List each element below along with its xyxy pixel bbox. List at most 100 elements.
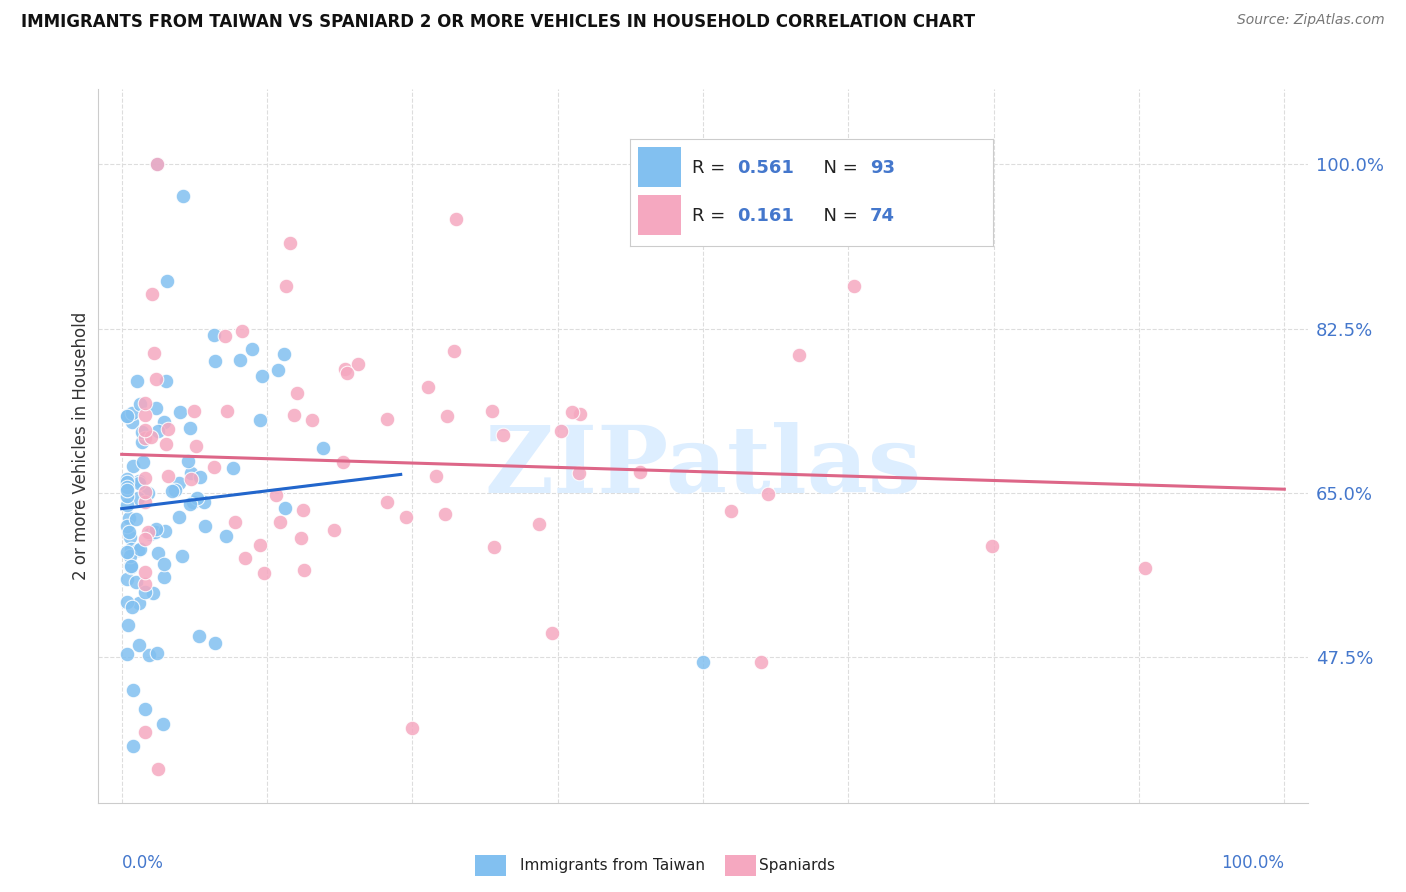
Point [139, 429, 162, 443]
Point [194, 519, 217, 533]
Point [120, 559, 142, 574]
Point [143, 524, 166, 539]
Point [181, 494, 204, 508]
Point [118, 530, 141, 544]
Point [145, 157, 167, 171]
Point [129, 397, 152, 411]
Point [117, 573, 139, 587]
Point [187, 629, 209, 643]
Point [117, 498, 139, 512]
Point [134, 471, 156, 485]
Point [401, 721, 423, 735]
Point [121, 600, 143, 615]
Point [117, 475, 139, 489]
Point [117, 595, 139, 609]
Point [134, 494, 156, 508]
Text: 0.561: 0.561 [738, 159, 794, 177]
Point [134, 565, 156, 579]
Point [117, 617, 139, 632]
Point [121, 459, 143, 474]
Point [165, 483, 187, 497]
Point [122, 739, 145, 754]
Point [283, 408, 305, 422]
Point [193, 495, 215, 509]
Point [250, 368, 273, 383]
Point [145, 372, 167, 386]
Point [222, 461, 245, 475]
Point [121, 415, 143, 429]
Text: R =: R = [692, 207, 737, 225]
FancyBboxPatch shape [638, 194, 682, 235]
Point [117, 647, 139, 661]
Point [146, 762, 169, 776]
Point [145, 157, 167, 171]
Point [134, 396, 156, 410]
Point [117, 544, 139, 558]
Text: 74: 74 [870, 207, 894, 225]
Point [167, 510, 190, 524]
Point [481, 403, 503, 417]
Point [981, 540, 1004, 554]
Point [131, 425, 153, 439]
Point [789, 348, 811, 362]
Text: ZIPatlas: ZIPatlas [485, 423, 921, 512]
Point [335, 362, 357, 376]
Point [179, 421, 201, 435]
Point [134, 532, 156, 546]
Point [125, 374, 148, 388]
Point [1133, 561, 1156, 575]
Point [375, 412, 398, 426]
Point [134, 725, 156, 739]
Point [152, 716, 174, 731]
Point [117, 409, 139, 423]
Point [214, 328, 236, 343]
Point [138, 648, 160, 662]
Point [550, 424, 572, 438]
Point [332, 455, 354, 469]
FancyBboxPatch shape [638, 146, 682, 187]
Point [253, 566, 276, 580]
Point [276, 279, 298, 293]
Point [749, 655, 772, 669]
Point [153, 569, 176, 583]
Point [434, 507, 457, 521]
Text: N =: N = [811, 207, 863, 225]
Point [148, 546, 170, 560]
Point [169, 405, 191, 419]
Point [117, 518, 139, 533]
Point [156, 422, 179, 436]
Point [269, 516, 291, 530]
Point [142, 586, 165, 600]
Point [118, 558, 141, 573]
Point [217, 404, 239, 418]
Point [155, 437, 177, 451]
Point [568, 466, 591, 480]
Point [202, 328, 225, 343]
Point [482, 541, 505, 555]
Point [844, 279, 866, 293]
Point [139, 527, 162, 541]
Text: IMMIGRANTS FROM TAIWAN VS SPANIARD 2 OR MORE VEHICLES IN HOUSEHOLD CORRELATION C: IMMIGRANTS FROM TAIWAN VS SPANIARD 2 OR … [21, 13, 976, 31]
Point [249, 538, 271, 552]
Point [267, 363, 290, 377]
Point [160, 483, 183, 498]
Point [125, 512, 148, 526]
Point [264, 488, 287, 502]
Point [118, 511, 141, 525]
Point [145, 401, 167, 416]
Point [146, 424, 169, 438]
Point [233, 551, 256, 566]
Point [720, 504, 742, 518]
Point [240, 342, 263, 356]
Point [278, 235, 301, 250]
Point [425, 469, 447, 483]
Text: 0.161: 0.161 [738, 207, 794, 225]
Point [541, 626, 564, 640]
Point [172, 188, 194, 202]
Point [183, 403, 205, 417]
Text: Source: ZipAtlas.com: Source: ZipAtlas.com [1237, 13, 1385, 28]
Y-axis label: 2 or more Vehicles in Household: 2 or more Vehicles in Household [72, 312, 90, 580]
Point [136, 524, 159, 539]
Point [155, 374, 177, 388]
Point [224, 515, 246, 529]
